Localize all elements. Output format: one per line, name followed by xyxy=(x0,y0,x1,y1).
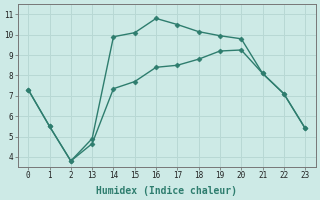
X-axis label: Humidex (Indice chaleur): Humidex (Indice chaleur) xyxy=(96,186,237,196)
